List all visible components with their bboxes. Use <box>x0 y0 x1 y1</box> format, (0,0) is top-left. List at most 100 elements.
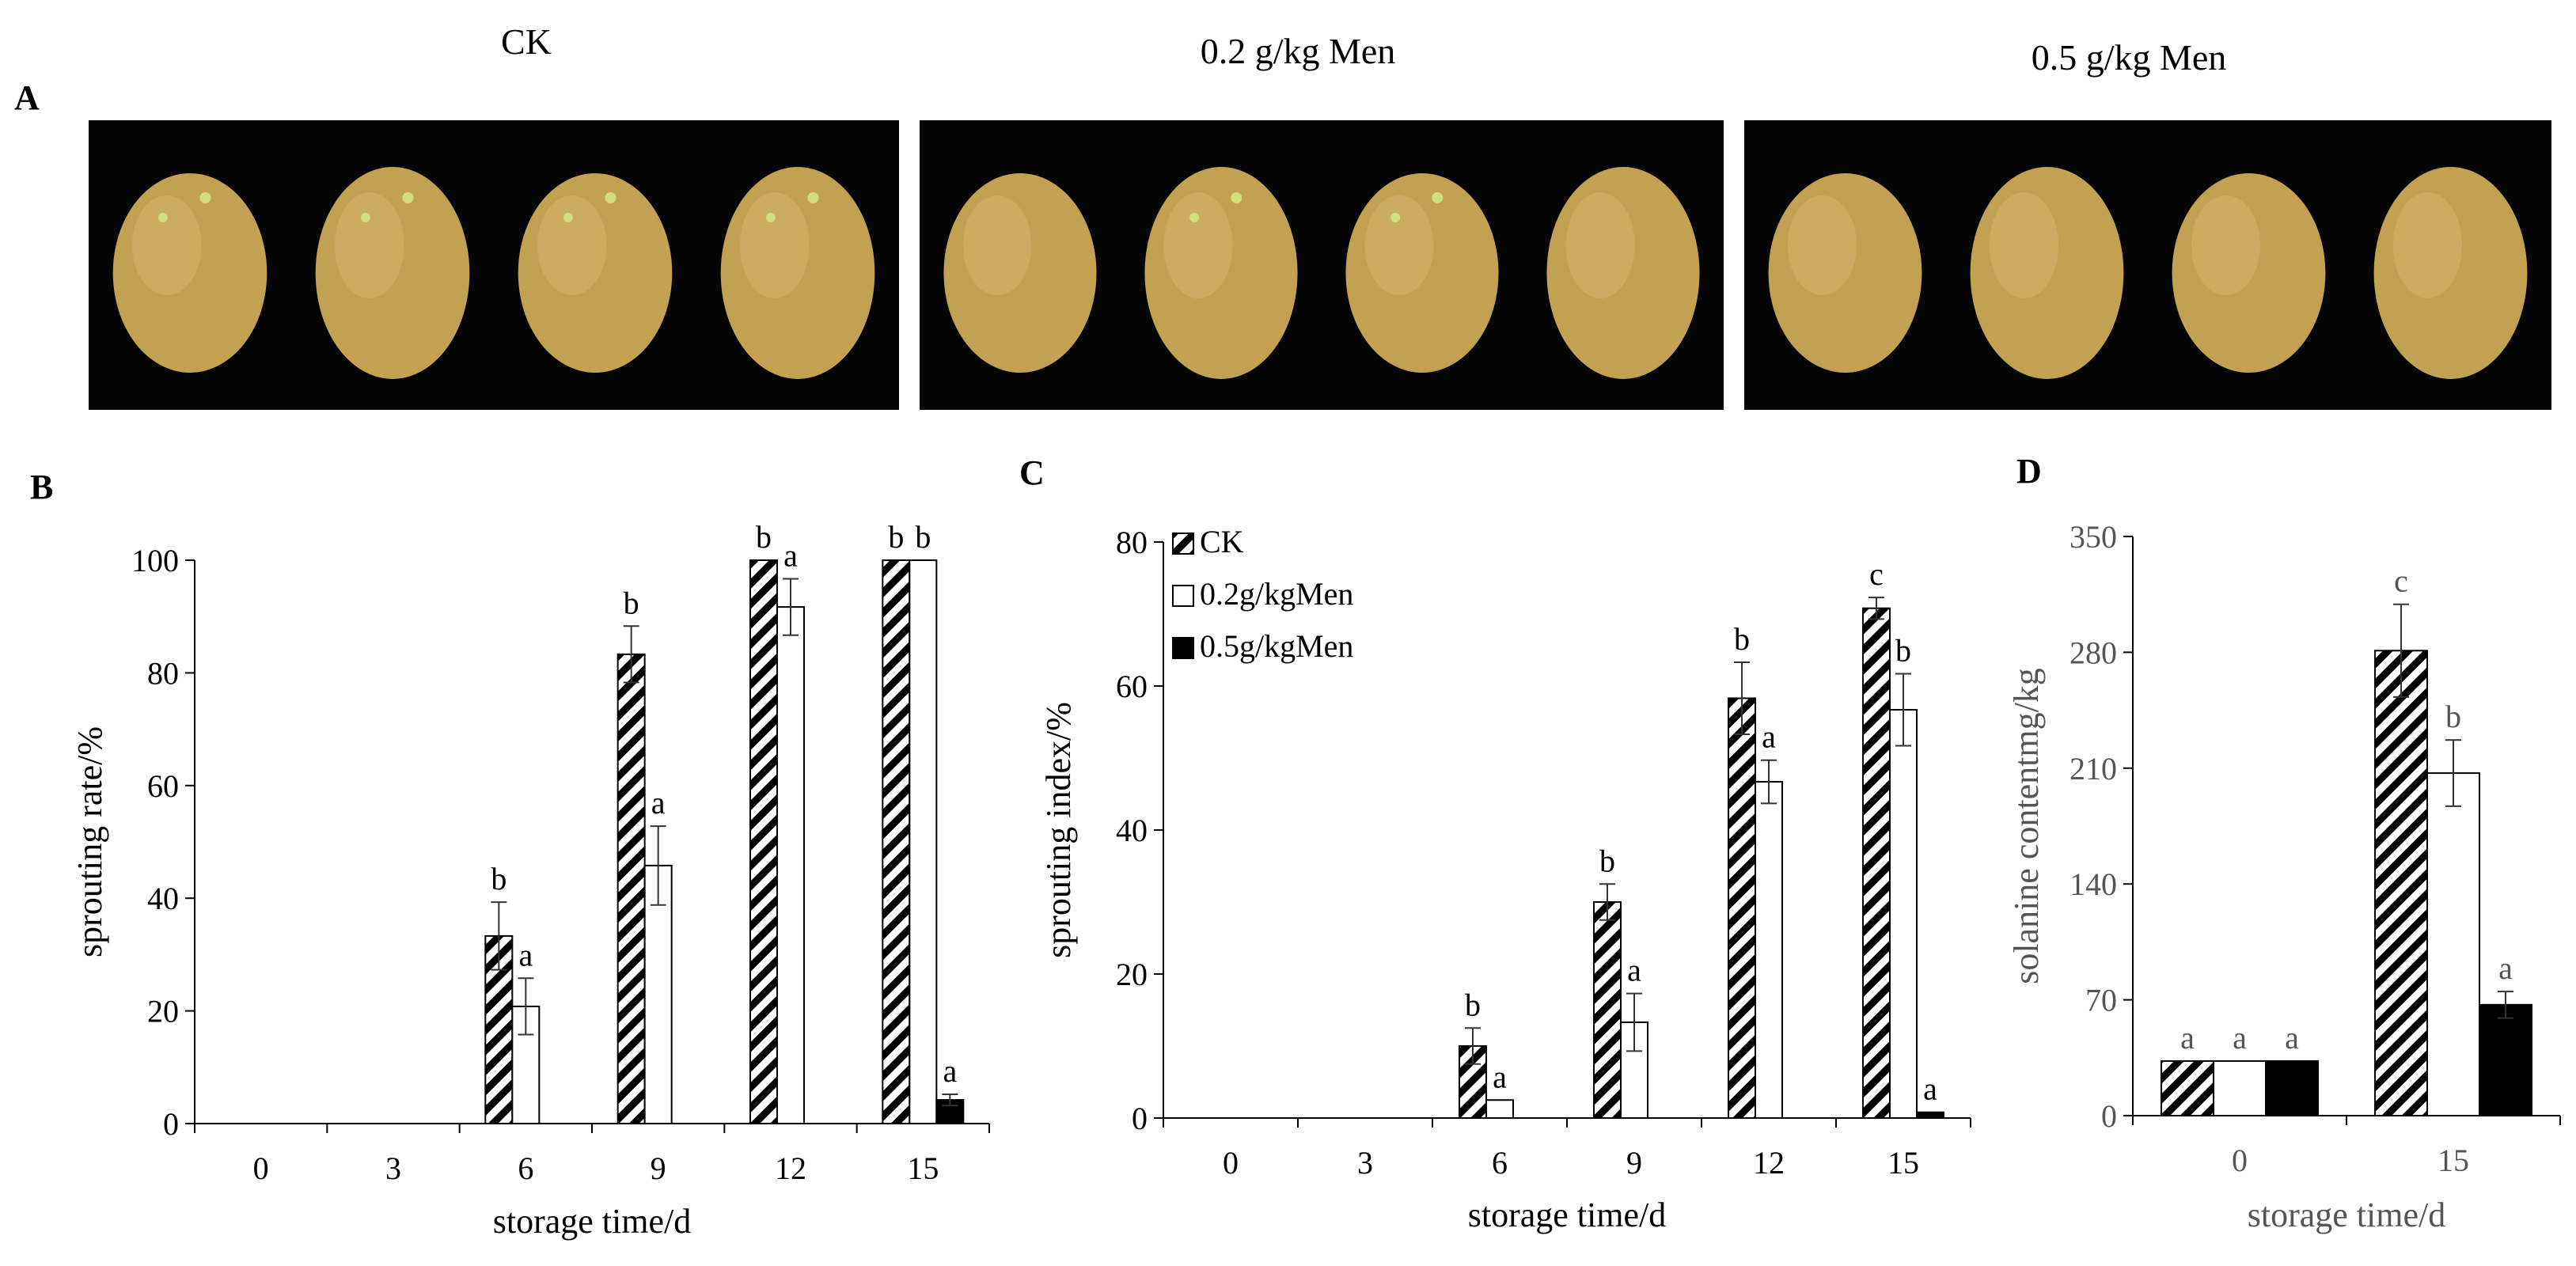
potato-highlight <box>1787 195 1857 295</box>
y-tick-label: 100 <box>131 543 179 578</box>
significance-letter: b <box>1465 987 1481 1022</box>
legend-label: 0.2g/kgMen <box>1200 576 1353 612</box>
x-tick-label: 0 <box>1223 1145 1239 1181</box>
potato-highlight <box>2191 195 2261 295</box>
x-tick-label: 3 <box>385 1150 401 1186</box>
potato-sprout <box>807 192 819 203</box>
panel-letter: D <box>2016 452 2042 491</box>
potato-highlight <box>2392 192 2463 298</box>
x-tick-label: 0 <box>253 1150 269 1186</box>
y-tick-label: 40 <box>1116 813 1148 848</box>
bar <box>1916 1111 1944 1119</box>
significance-letter: a <box>2285 1020 2299 1056</box>
potato-tuber <box>518 173 673 373</box>
bar <box>2213 1059 2267 1116</box>
bar <box>1593 901 1622 1119</box>
potato-sprout <box>1432 192 1444 203</box>
x-tick-label: 6 <box>1492 1145 1508 1181</box>
y-tick-label: 70 <box>2085 983 2117 1018</box>
potato-tuber <box>1970 167 2124 379</box>
x-tick-label: 3 <box>1357 1145 1373 1181</box>
significance-letter: c <box>1869 556 1884 592</box>
legend-label: 0.5g/kgMen <box>1200 628 1353 664</box>
solanine-content-chart: D 0 70 140 210 280 350 0 15 storage time/d solanin… <box>2007 452 2561 1234</box>
y-tick-label: 0 <box>1132 1101 1148 1136</box>
significance-letter: a <box>2498 950 2513 986</box>
potato-tuber <box>1144 167 1298 379</box>
significance-letter: b <box>1599 843 1615 878</box>
x-tick-label: 6 <box>518 1150 533 1186</box>
potato-tuber <box>1768 173 1922 373</box>
bar <box>776 606 805 1124</box>
x-tick-label: 15 <box>907 1150 939 1186</box>
potato-highlight <box>740 192 810 298</box>
potato-tuber <box>720 167 875 379</box>
bar <box>616 653 646 1124</box>
significance-letter: a <box>943 1053 957 1089</box>
potato-highlight <box>962 195 1032 295</box>
legend-label: CK <box>1200 524 1244 559</box>
x-tick-label: 12 <box>1753 1145 1785 1181</box>
potato-tuber <box>1345 173 1499 373</box>
potato-sprout <box>605 192 616 203</box>
photo-label-0.2-men: 0.2 g/kg Men <box>1201 31 1396 71</box>
bar <box>2374 650 2428 1116</box>
x-tick-label: 12 <box>775 1150 806 1186</box>
potato-highlight <box>132 195 202 295</box>
significance-letter: b <box>491 861 506 896</box>
y-tick-label: 0 <box>163 1106 179 1142</box>
potato-sprout <box>765 213 776 222</box>
bar <box>1485 1099 1514 1119</box>
y-tick-label: 20 <box>147 994 179 1029</box>
potato-tuber <box>1546 167 1700 379</box>
panel-a-photos: A CK 0.2 g/kg Men 0.5 g/kg Men <box>14 21 2551 410</box>
x-tick-label: 9 <box>651 1150 666 1186</box>
y-tick-label: 80 <box>1116 525 1148 560</box>
significance-letter: a <box>2180 1020 2195 1056</box>
photo-label-0.5-men: 0.5 g/kg Men <box>2032 37 2227 78</box>
potato-tuber <box>2373 167 2528 379</box>
potato-highlight <box>335 192 404 298</box>
y-tick-label: 60 <box>1116 669 1148 704</box>
potato-sprout <box>157 213 168 222</box>
potato-highlight <box>1989 192 2059 298</box>
potato-highlight <box>537 195 607 295</box>
bar <box>2479 1003 2532 1116</box>
significance-letter: b <box>915 519 931 555</box>
potato-sprout <box>402 192 414 203</box>
y-tick-label: 40 <box>147 881 179 916</box>
panel-letter: B <box>30 468 53 506</box>
y-tick-label: 0 <box>2101 1098 2117 1134</box>
potato-tuber <box>112 173 267 373</box>
x-tick-label: 15 <box>2438 1143 2469 1178</box>
x-axis-title: storage time/d <box>1468 1196 1667 1234</box>
potato-tuber <box>315 167 470 379</box>
y-axis-title: sprouting index/% <box>1039 702 1078 958</box>
panel-letter: C <box>1019 453 1045 492</box>
x-axis-title: storage time/d <box>2248 1196 2446 1234</box>
legend-swatch <box>1172 533 1194 555</box>
significance-letter: b <box>888 519 904 555</box>
bar <box>909 559 938 1124</box>
potato-highlight <box>1364 195 1434 295</box>
significance-letter: b <box>1734 621 1750 657</box>
y-tick-label: 140 <box>2070 866 2117 902</box>
bar <box>1755 781 1783 1119</box>
bar <box>749 559 778 1124</box>
significance-letter: a <box>518 937 533 972</box>
significance-letter: b <box>2445 699 2461 734</box>
significance-letter: a <box>1493 1059 1507 1094</box>
bar <box>2161 1059 2214 1116</box>
legend-swatch <box>1172 585 1194 607</box>
potato-tuber <box>2172 173 2326 373</box>
significance-letter: a <box>2233 1020 2247 1056</box>
y-axis-title: solanine contentmg/kg <box>2007 668 2046 984</box>
potato-sprout <box>199 192 211 203</box>
y-tick-label: 80 <box>147 655 179 691</box>
significance-letter: b <box>756 519 772 555</box>
bar <box>1862 607 1891 1120</box>
y-tick-label: 350 <box>2070 519 2117 555</box>
y-tick-label: 210 <box>2070 751 2117 787</box>
significance-letter: a <box>651 785 666 821</box>
x-tick-label: 15 <box>1887 1145 1919 1181</box>
